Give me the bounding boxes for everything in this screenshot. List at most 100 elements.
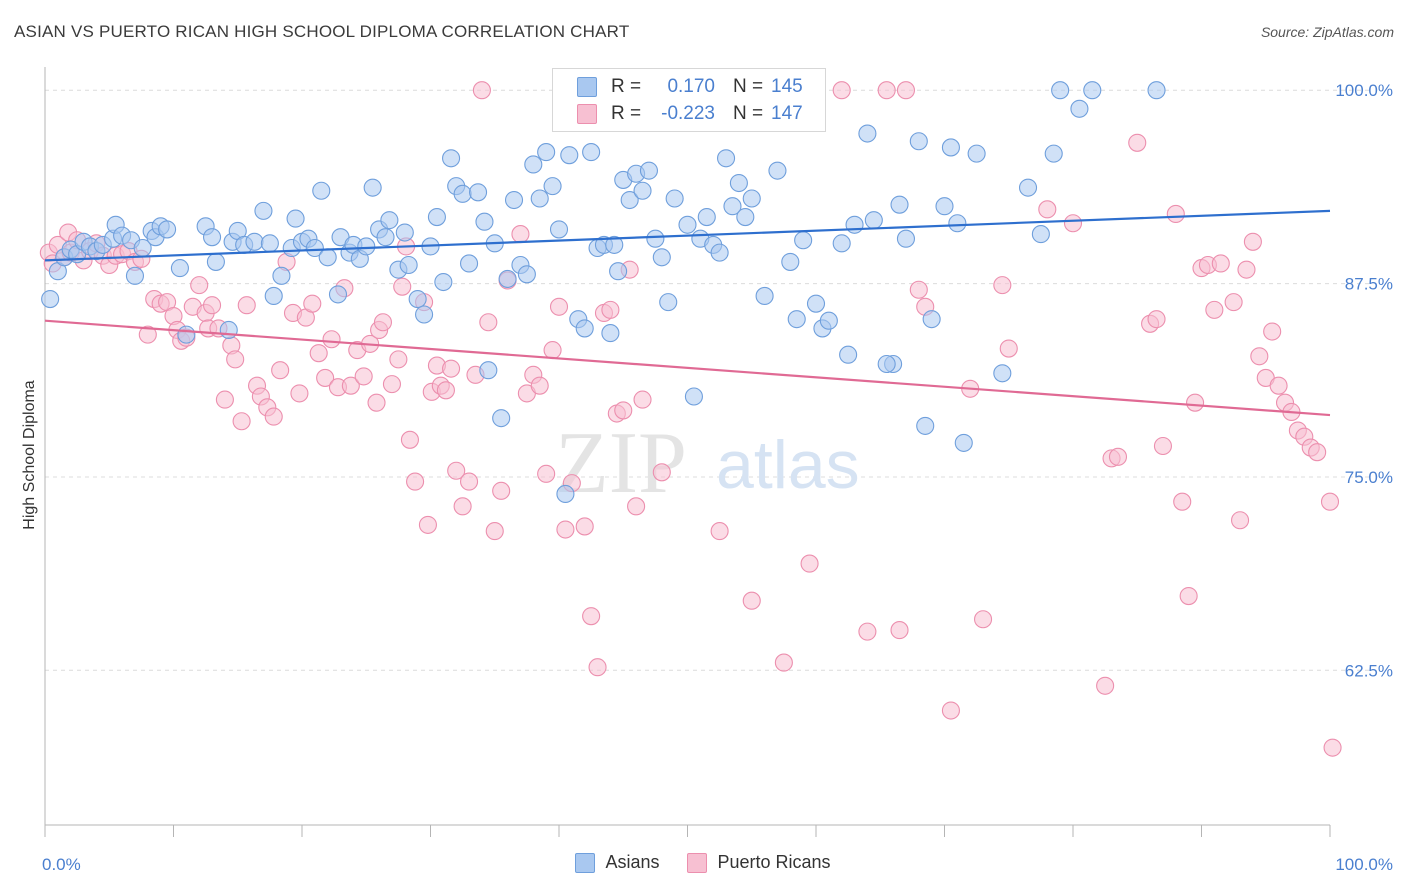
r-value: -0.223	[661, 103, 715, 124]
asian-point	[363, 178, 382, 197]
chart-title: ASIAN VS PUERTO RICAN HIGH SCHOOL DIPLOM…	[14, 22, 630, 41]
asian-point	[318, 248, 337, 267]
asian-point	[575, 319, 594, 338]
puerto-rican-point	[1231, 511, 1250, 530]
asian-point	[272, 266, 291, 285]
asian-point	[357, 237, 376, 256]
asian-point	[845, 215, 864, 234]
puerto-rican-point	[1269, 376, 1288, 395]
legend-label-puerto-ricans: Puerto Ricans	[717, 852, 831, 872]
puerto-rican-point	[367, 393, 386, 412]
asian-points	[41, 81, 1166, 504]
puerto-rican-point	[442, 359, 461, 378]
asian-point	[605, 235, 624, 254]
legend-label-asians: Asians	[605, 852, 660, 872]
puerto-rican-point	[1243, 232, 1262, 251]
asian-point	[639, 161, 659, 180]
puerto-rican-point	[215, 390, 234, 409]
puerto-rican-point	[633, 390, 652, 409]
asian-point	[203, 228, 222, 247]
puerto-rican-point	[1250, 347, 1269, 366]
asian-point	[158, 220, 177, 239]
n-label: N =	[733, 76, 764, 97]
asian-point	[736, 208, 755, 227]
asian-point	[492, 409, 511, 428]
puerto-rican-point	[1186, 393, 1205, 412]
grid-lines	[45, 89, 1370, 671]
puerto-rican-point	[774, 653, 793, 672]
puerto-rican-point	[549, 297, 569, 316]
puerto-rican-point	[909, 280, 928, 299]
asian-point	[170, 259, 189, 278]
puerto-rican-point	[588, 658, 607, 677]
puerto-rican-point	[800, 554, 819, 573]
asian-point	[206, 252, 225, 271]
trend-lines	[44, 209, 1331, 417]
legend-item-puerto-ricans[interactable]: Puerto Ricans	[687, 852, 831, 873]
asian-point	[1083, 81, 1102, 100]
puerto-rican-point	[373, 313, 393, 332]
puerto-rican-point	[453, 497, 472, 516]
puerto-rican-point	[400, 430, 419, 449]
x-tick-label: 0.0%	[42, 855, 81, 874]
asian-point	[475, 212, 494, 231]
puerto-rican-point	[1038, 200, 1057, 219]
puerto-rican-point	[1147, 310, 1166, 329]
asian-swatch	[577, 77, 597, 97]
puerto-rican-trend-line	[44, 319, 1331, 417]
puerto-rican-point	[341, 376, 360, 395]
asian-point	[806, 294, 826, 313]
puerto-rican-point	[309, 344, 328, 363]
asian-point	[1070, 99, 1089, 118]
puerto-rican-point	[1153, 436, 1172, 456]
puerto-rican-point	[316, 368, 335, 387]
asian-point	[556, 484, 575, 504]
watermark-zip: ZIP	[555, 415, 687, 512]
y-tick-label: 87.5%	[1345, 275, 1393, 294]
asian-point	[376, 228, 395, 247]
legend-row-puerto-ricans: R = -0.223 N = 147	[577, 101, 803, 127]
asian-point	[498, 269, 517, 288]
puerto-rican-point	[1211, 254, 1230, 273]
asian-point	[954, 433, 973, 452]
puerto-rican-point	[941, 701, 960, 720]
puerto-rican-point	[1224, 293, 1243, 312]
watermark-atlas: atlas	[716, 427, 860, 503]
asian-point	[877, 354, 896, 374]
asian-point	[524, 155, 543, 174]
asian-point	[993, 364, 1012, 383]
asian-point	[684, 387, 703, 406]
puerto-rican-point	[447, 461, 466, 480]
puerto-rican-point	[237, 296, 256, 315]
asian-point	[427, 208, 446, 227]
puerto-rican-point	[138, 325, 157, 344]
asian-point	[839, 345, 858, 364]
asian-point	[1051, 81, 1070, 100]
asian-point	[716, 149, 736, 168]
asian-point	[941, 138, 960, 157]
asian-point	[517, 265, 536, 284]
asian-point	[729, 173, 748, 193]
puerto-rican-point	[1308, 443, 1327, 462]
r-label: R =	[611, 76, 642, 97]
puerto-rican-point	[1108, 447, 1128, 466]
asian-point	[967, 144, 986, 163]
puerto-rican-point	[354, 367, 373, 386]
legend-item-asians[interactable]: Asians	[575, 852, 659, 873]
asian-point	[755, 286, 774, 305]
asian-point	[254, 201, 273, 220]
stats-legend: R = 0.170 N = 145 R = -0.223 N = 147	[552, 68, 826, 132]
puerto-rican-point	[556, 520, 575, 539]
puerto-rican-point	[890, 621, 909, 640]
asian-point	[260, 234, 279, 253]
y-tick-label: 62.5%	[1345, 661, 1393, 680]
asian-point	[620, 190, 639, 210]
puerto-rican-point	[264, 407, 283, 426]
puerto-rican-point	[530, 376, 549, 395]
asian-point	[1044, 144, 1063, 163]
asian-point	[659, 293, 678, 312]
puerto-rican-point	[389, 350, 408, 369]
puerto-rican-point	[993, 276, 1012, 295]
puerto-rican-point	[226, 350, 245, 369]
asian-point	[710, 243, 729, 262]
